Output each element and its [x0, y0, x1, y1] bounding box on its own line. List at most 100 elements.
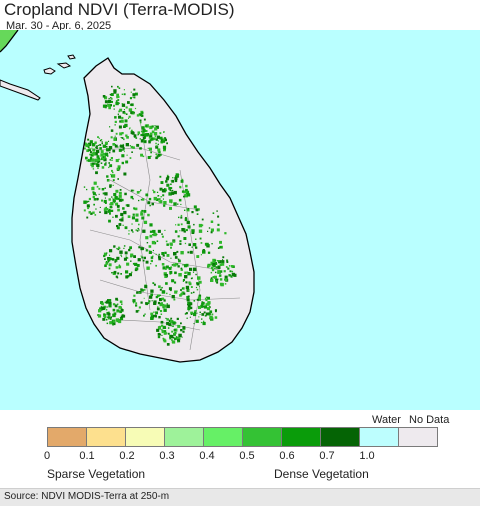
- vegetation-pixel: [182, 287, 185, 290]
- vegetation-pixel: [155, 264, 157, 267]
- vegetation-pixel: [133, 255, 136, 258]
- vegetation-pixel: [133, 112, 135, 114]
- vegetation-pixel: [127, 275, 130, 278]
- legend-swatch: [398, 427, 438, 447]
- vegetation-pixel: [231, 270, 234, 273]
- vegetation-pixel: [213, 261, 216, 264]
- vegetation-pixel: [163, 204, 166, 207]
- vegetation-pixel: [121, 154, 125, 158]
- vegetation-pixel: [110, 202, 114, 206]
- vegetation-pixel: [177, 341, 179, 343]
- legend-tick: 0.4: [199, 450, 215, 462]
- vegetation-pixel: [156, 135, 160, 139]
- vegetation-pixel: [98, 157, 100, 160]
- vegetation-pixel: [135, 302, 138, 305]
- vegetation-pixel: [163, 272, 167, 276]
- vegetation-pixel: [204, 297, 207, 300]
- vegetation-pixel: [152, 234, 154, 236]
- vegetation-pixel: [170, 266, 173, 269]
- vegetation-pixel: [108, 219, 111, 223]
- vegetation-pixel: [108, 149, 111, 152]
- vegetation-pixel: [138, 199, 140, 202]
- vegetation-pixel: [104, 301, 107, 304]
- vegetation-pixel: [177, 203, 179, 205]
- vegetation-pixel: [121, 93, 124, 95]
- vegetation-pixel: [108, 146, 113, 150]
- vegetation-pixel: [105, 148, 110, 152]
- vegetation-pixel: [89, 148, 91, 150]
- vegetation-pixel: [170, 325, 172, 327]
- vegetation-pixel: [119, 120, 122, 123]
- vegetation-pixel: [168, 267, 172, 270]
- vegetation-pixel: [107, 209, 111, 213]
- vegetation-pixel: [104, 152, 109, 156]
- vegetation-pixel: [117, 99, 120, 101]
- vegetation-pixel: [147, 156, 151, 159]
- vegetation-pixel: [140, 211, 143, 214]
- vegetation-pixel: [120, 137, 122, 138]
- vegetation-pixel: [186, 296, 190, 300]
- vegetation-pixel: [130, 111, 133, 114]
- vegetation-pixel: [95, 146, 97, 149]
- vegetation-pixel: [111, 174, 116, 178]
- vegetation-pixel: [148, 245, 152, 248]
- vegetation-pixel: [197, 208, 200, 211]
- district-boundaries: [89, 119, 241, 351]
- vegetation-pixel: [157, 333, 161, 336]
- vegetation-pixel: [118, 194, 122, 198]
- vegetation-pixel: [207, 301, 211, 305]
- vegetation-pixel: [150, 155, 152, 157]
- vegetation-pixel: [221, 262, 225, 266]
- vegetation-pixel: [181, 291, 185, 295]
- vegetation-pixel: [108, 162, 110, 164]
- vegetation-pixel: [218, 260, 222, 264]
- vegetation-pixel: [101, 166, 105, 169]
- vegetation-pixel: [136, 191, 140, 194]
- vegetation-pixel: [100, 306, 103, 308]
- vegetation-pixel: [136, 230, 139, 232]
- vegetation-pixel: [148, 197, 152, 201]
- vegetation-pixel: [85, 156, 88, 160]
- vegetation-pixel: [109, 203, 111, 205]
- vegetation-pixel: [136, 143, 140, 147]
- vegetation-pixel: [114, 144, 118, 148]
- vegetation-pixel: [210, 278, 214, 282]
- vegetation-pixel: [174, 290, 178, 294]
- vegetation-pixel: [108, 263, 112, 267]
- india-coastline: [0, 30, 19, 53]
- vegetation-pixel: [200, 321, 203, 324]
- vegetation-pixel: [184, 242, 187, 245]
- vegetation-pixel: [119, 108, 123, 112]
- vegetation-pixel: [229, 270, 232, 273]
- vegetation-pixel: [106, 316, 109, 318]
- vegetation-pixel: [121, 103, 123, 105]
- vegetation-pixel: [186, 271, 188, 273]
- vegetation-pixel: [126, 154, 128, 156]
- vegetation-pixel: [113, 138, 117, 141]
- vegetation-pixel: [164, 148, 166, 150]
- vegetation-pixel: [108, 140, 110, 142]
- vegetation-pixel: [177, 235, 180, 238]
- vegetation-pixel: [138, 223, 140, 226]
- vegetation-pixel: [103, 208, 107, 212]
- vegetation-pixel: [158, 257, 161, 261]
- vegetation-pixel: [172, 321, 176, 325]
- vegetation-pixel: [107, 312, 111, 316]
- vegetation-pixel: [167, 327, 170, 329]
- vegetation-pixel: [145, 133, 149, 137]
- vegetation-pixel: [179, 230, 181, 232]
- vegetation-pixel: [190, 277, 193, 280]
- vegetation-pixel: [208, 314, 211, 316]
- vegetation-pixel: [171, 295, 175, 299]
- vegetation-pixel: [112, 313, 116, 318]
- vegetation-pixel: [144, 140, 147, 143]
- vegetation-pixel: [182, 279, 185, 282]
- vegetation-pixel: [153, 232, 157, 237]
- vegetation-pixel: [109, 164, 113, 168]
- vegetation-pixel: [86, 149, 90, 152]
- vegetation-pixel: [178, 259, 181, 263]
- vegetation-pixel: [177, 223, 180, 226]
- vegetation-pixel: [102, 95, 106, 98]
- vegetation-pixel: [125, 275, 129, 279]
- vegetation-pixel: [162, 325, 166, 329]
